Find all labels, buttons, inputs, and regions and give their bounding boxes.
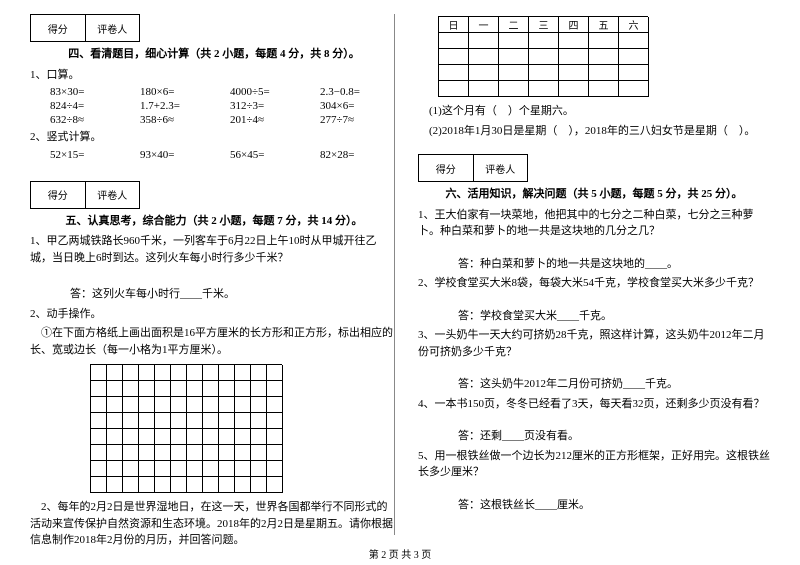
score-label: 得分 [419, 155, 474, 181]
grader-label: 评卷人 [86, 182, 140, 208]
calc-item: 277÷7≈ [320, 114, 398, 126]
sec6-q1: 1、王大伯家有一块菜地，他把其中的七分之二种白菜，七分之三种萝卜。种白菜和萝卜的… [418, 207, 770, 240]
grader-label: 评卷人 [474, 155, 528, 181]
sec6-q4: 4、一本书150页，冬冬已经看了3天，每天看32页，还剩多少页没有看？ [418, 396, 770, 413]
calc-item: 632÷8≈ [50, 114, 128, 126]
sec6-title: 六、活用知识，解决问题（共 5 小题，每题 5 分，共 25 分）。 [418, 186, 770, 203]
sec5-title: 五、认真思考，综合能力（共 2 小题，每题 7 分，共 14 分）。 [30, 213, 398, 230]
sec4-row4: 52×15= 93×40= 56×45= 82×28= [50, 149, 398, 161]
calc-item: 2.3−0.8= [320, 86, 398, 98]
square-grid [90, 364, 282, 493]
calc-item: 56×45= [230, 149, 308, 161]
grader-label: 评卷人 [86, 15, 140, 41]
score-box-sec4: 得分 评卷人 [30, 14, 140, 42]
sec5-a1: 答：这列火车每小时行____千米。 [70, 286, 398, 303]
sec4-row1: 83×30= 180×6= 4000÷5= 2.3−0.8= [50, 86, 398, 98]
sec4-q2-label: 2、竖式计算。 [30, 129, 398, 146]
weekq-b: (2)2018年1月30日是星期（ ），2018年的三八妇女节是星期（ ）。 [418, 123, 770, 140]
sec6-a4: 答：还剩____页没有看。 [458, 428, 770, 445]
calc-item: 304×6= [320, 100, 398, 112]
weekq-a: (1)这个月有（ ）个星期六。 [418, 103, 770, 120]
sec5-q2b: ①在下面方格纸上画出面积是16平方厘米的长方形和正方形，标出相应的长、宽或边长（… [30, 325, 398, 358]
sec4-row3: 632÷8≈ 358÷6≈ 201÷4≈ 277÷7≈ [50, 114, 398, 126]
sec6-a1: 答：种白菜和萝卜的地一共是这块地的____。 [458, 256, 770, 273]
calc-item: 180×6= [140, 86, 218, 98]
sec6-q3: 3、一头奶牛一天大约可挤奶28千克，照这样计算，这头奶牛2012年二月份可挤奶多… [418, 327, 770, 360]
calc-item: 312÷3= [230, 100, 308, 112]
calendar-grid: 日一二三四五六 [438, 16, 648, 97]
calc-item: 201÷4≈ [230, 114, 308, 126]
calc-item: 358÷6≈ [140, 114, 218, 126]
sec6-a3: 答：这头奶牛2012年二月份可挤奶____千克。 [458, 376, 770, 393]
calc-item: 824÷4= [50, 100, 128, 112]
page-footer: 第 2 页 共 3 页 [0, 546, 800, 561]
score-box-sec6: 得分 评卷人 [418, 154, 528, 182]
sec5-q2: 2、动手操作。 [30, 306, 398, 323]
sec6-a5: 答：这根铁丝长____厘米。 [458, 497, 770, 514]
calc-item: 4000÷5= [230, 86, 308, 98]
score-label: 得分 [31, 15, 86, 41]
sec6-q5: 5、用一根铁丝做一个边长为212厘米的正方形框架，正好用完。这根铁丝长多少厘米？ [418, 448, 770, 481]
sec6-a2: 答：学校食堂买大米____千克。 [458, 308, 770, 325]
calc-item: 1.7+2.3= [140, 100, 218, 112]
sec4-q1-label: 1、口算。 [30, 67, 398, 84]
score-box-sec5: 得分 评卷人 [30, 181, 140, 209]
sec6-q2: 2、学校食堂买大米8袋，每袋大米54千克，学校食堂买大米多少千克？ [418, 275, 770, 292]
sec5-q1: 1、甲乙两城铁路长960千米，一列客车于6月22日上午10时从甲城开往乙城，当日… [30, 233, 398, 266]
score-label: 得分 [31, 182, 86, 208]
sec5-q2c: 2、每年的2月2日是世界湿地日，在这一天，世界各国都举行不同形式的活动来宣传保护… [30, 499, 398, 549]
sec4-title: 四、看清题目，细心计算（共 2 小题，每题 4 分，共 8 分）。 [30, 46, 398, 63]
calc-item: 83×30= [50, 86, 128, 98]
sec4-row2: 824÷4= 1.7+2.3= 312÷3= 304×6= [50, 100, 398, 112]
calc-item: 82×28= [320, 149, 398, 161]
calc-item: 52×15= [50, 149, 128, 161]
calc-item: 93×40= [140, 149, 218, 161]
